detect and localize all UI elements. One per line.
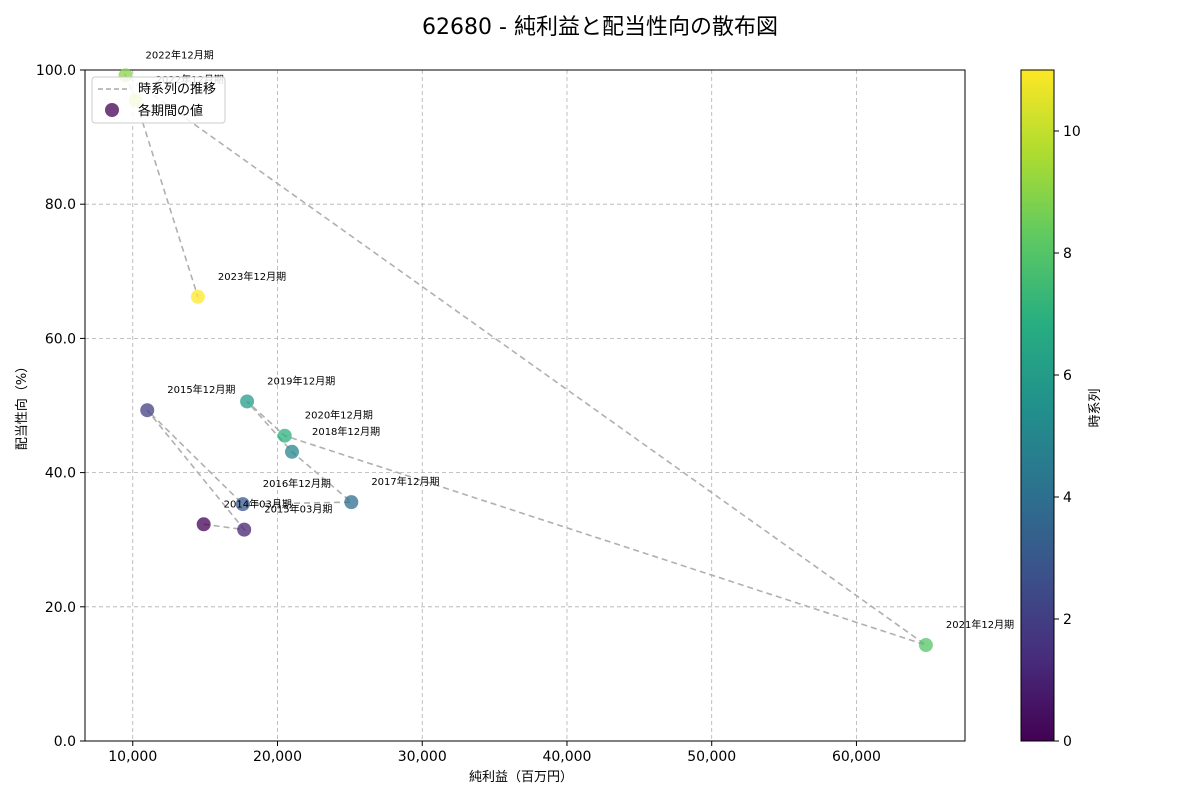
- series-line: [123, 73, 927, 646]
- legend: 時系列の推移 各期間の値: [91, 76, 226, 124]
- data-point: [237, 522, 252, 537]
- x-tick-label: 40,000: [542, 749, 591, 765]
- point-label: 2022年12月期: [146, 48, 214, 61]
- colorbar-tick-label: 0: [1063, 734, 1072, 750]
- data-point: [240, 394, 255, 409]
- time-series-path: [123, 73, 927, 646]
- data-point: [284, 444, 299, 459]
- legend-point-swatch: [105, 103, 119, 117]
- x-tick-label: 30,000: [398, 749, 447, 765]
- x-axis-ticks: 10,000 20,000 30,000 40,000 50,000 60,000: [108, 741, 881, 765]
- point-label: 2023年12月期: [218, 270, 286, 283]
- point-label: 2015年12月期: [167, 383, 235, 396]
- data-point: [235, 497, 250, 512]
- colorbar-tick-label: 2: [1063, 612, 1072, 628]
- point-label: 2014年03月期: [224, 497, 292, 510]
- point-label: 2020年12月期: [305, 409, 373, 422]
- y-tick-label: 80.0: [45, 197, 76, 213]
- point-label: 2018年12月期: [312, 425, 380, 438]
- x-tick-label: 10,000: [108, 749, 157, 765]
- point-label: 2017年12月期: [371, 475, 439, 488]
- y-tick-label: 20.0: [45, 600, 76, 616]
- plot-frame: [84, 69, 966, 742]
- legend-point-label: 各期間の値: [138, 103, 203, 119]
- y-tick-label: 60.0: [45, 331, 76, 347]
- data-point: [344, 495, 359, 510]
- colorbar-ticks: 0 2 4 6 8 10: [1054, 124, 1081, 750]
- y-axis-label: 配当性向（%）: [14, 360, 30, 450]
- colorbar-tick-label: 6: [1063, 368, 1072, 384]
- y-tick-label: 0.0: [54, 734, 76, 750]
- colorbar-tick-label: 4: [1063, 490, 1072, 506]
- chart-title: 62680 - 純利益と配当性向の散布図: [422, 15, 778, 40]
- grid-lines: [85, 69, 965, 742]
- y-tick-label: 100.0: [36, 63, 76, 79]
- y-tick-label: 40.0: [45, 466, 76, 482]
- colorbar-label: 時系列: [1088, 388, 1103, 427]
- x-tick-label: 60,000: [832, 749, 881, 765]
- data-point: [190, 289, 205, 304]
- x-tick-label: 50,000: [687, 749, 736, 765]
- point-label: 2015年03月期: [264, 503, 332, 516]
- data-point: [196, 517, 211, 532]
- point-label: 2021年12月期: [946, 618, 1014, 631]
- legend-line-label: 時系列の推移: [138, 82, 216, 97]
- colorbar-tick-label: 10: [1063, 124, 1081, 140]
- x-axis-label: 純利益（百万円）: [469, 770, 573, 785]
- point-label: 2016年12月期: [263, 477, 331, 490]
- colorbar: 0 2 4 6 8 10 時系列: [1020, 69, 1103, 750]
- colorbar-gradient: [1020, 69, 1055, 742]
- x-tick-label: 20,000: [253, 749, 302, 765]
- data-points: [118, 68, 933, 653]
- data-point: [918, 638, 933, 653]
- data-point: [140, 403, 155, 418]
- y-axis-ticks: 0.0 20.0 40.0 60.0 80.0 100.0: [36, 63, 85, 750]
- data-point: [277, 428, 292, 443]
- colorbar-tick-label: 8: [1063, 246, 1072, 262]
- point-label: 2019年12月期: [267, 374, 335, 387]
